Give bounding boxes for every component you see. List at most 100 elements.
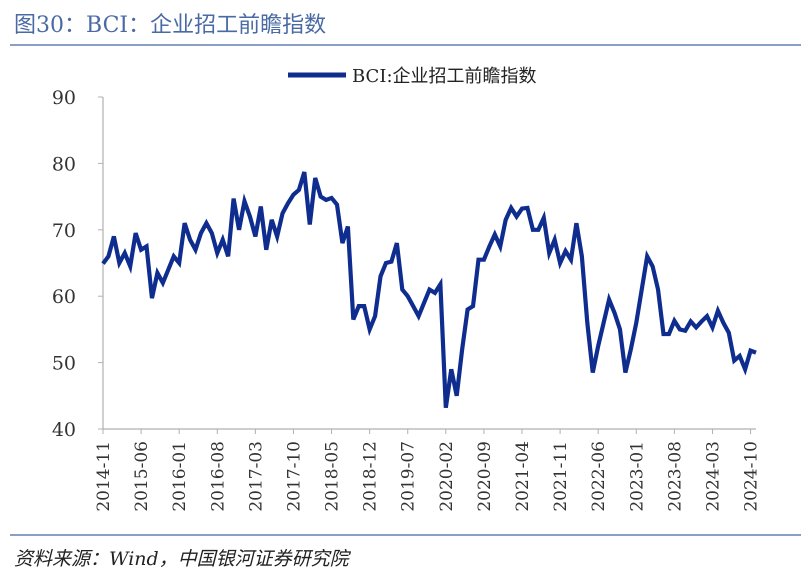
data-point: [689, 319, 693, 323]
x-tick-label: 2023-08: [665, 441, 685, 512]
data-point: [661, 332, 665, 336]
data-point: [487, 244, 491, 248]
data-point: [634, 321, 638, 325]
data-point: [645, 254, 649, 258]
data-point: [460, 347, 464, 351]
data-point: [683, 329, 687, 333]
data-point: [574, 221, 578, 225]
data-point: [466, 307, 470, 311]
data-point: [330, 196, 334, 200]
x-tick-label: 2024-03: [703, 441, 723, 512]
data-point: [498, 244, 502, 248]
data-point: [705, 314, 709, 318]
data-point: [700, 319, 704, 323]
x-tick-label: 2021-04: [513, 441, 533, 512]
x-tick-label: 2021-11: [551, 441, 571, 512]
data-point: [281, 211, 285, 215]
data-point: [656, 288, 660, 292]
data-point: [422, 301, 426, 305]
data-point: [455, 394, 459, 398]
figure-title: 图30：BCI：企业招工前瞻指数: [14, 13, 327, 38]
data-point: [237, 228, 241, 232]
data-point: [362, 304, 366, 308]
data-point: [596, 344, 600, 348]
data-point: [117, 261, 121, 265]
data-point: [732, 359, 736, 363]
data-point: [308, 222, 312, 226]
data-point: [302, 170, 306, 174]
data-point: [286, 201, 290, 205]
data-point: [580, 254, 584, 258]
data-point: [531, 228, 535, 232]
source-note: 资料来源：Wind，中国银河证券研究院: [14, 548, 349, 570]
data-point: [525, 206, 529, 210]
data-point: [602, 321, 606, 325]
data-point: [270, 218, 274, 222]
x-tick-label: 2018-12: [361, 441, 381, 512]
y-tick-label: 40: [52, 419, 76, 441]
data-point: [749, 349, 753, 353]
data-point: [569, 258, 573, 262]
data-point: [204, 221, 208, 225]
data-point: [172, 254, 176, 258]
data-point: [134, 231, 138, 235]
data-point: [253, 234, 257, 238]
legend: BCI:企业招工前瞻指数: [288, 66, 537, 87]
data-point: [721, 321, 725, 325]
x-tick-label: 2023-01: [627, 441, 647, 512]
data-point: [183, 221, 187, 225]
data-point: [754, 351, 758, 355]
x-tick-label: 2016-08: [208, 441, 228, 512]
data-point: [357, 304, 361, 308]
data-point: [727, 331, 731, 335]
data-point: [591, 371, 595, 375]
data-point: [438, 282, 442, 286]
data-point: [444, 406, 448, 410]
data-point: [346, 224, 350, 228]
data-point: [340, 241, 344, 245]
y-tick-label: 60: [52, 286, 76, 308]
data-point: [379, 274, 383, 278]
data-point: [667, 332, 671, 336]
data-point: [221, 238, 225, 242]
data-point: [161, 281, 165, 285]
y-tick-label: 50: [52, 353, 76, 375]
data-point: [710, 325, 714, 329]
data-point: [242, 199, 246, 203]
source-divider: [10, 534, 801, 536]
data-point: [640, 288, 644, 292]
data-point: [232, 197, 236, 201]
data-point: [155, 271, 159, 275]
data-point: [738, 354, 742, 358]
data-point: [564, 249, 568, 253]
data-point: [248, 215, 252, 219]
data-point: [188, 238, 192, 242]
legend-label: BCI:企业招工前瞻指数: [352, 66, 537, 87]
data-point: [264, 248, 268, 252]
data-point: [558, 261, 562, 265]
data-point: [694, 325, 698, 329]
data-point: [411, 304, 415, 308]
y-tick-label: 80: [52, 153, 76, 175]
x-tick-label: 2017-03: [246, 441, 266, 512]
data-point: [542, 216, 546, 220]
data-point: [351, 317, 355, 321]
series-line-bci: [101, 171, 757, 409]
data-point: [210, 231, 214, 235]
data-point: [226, 254, 230, 258]
data-point: [585, 321, 589, 325]
x-tick-label: 2017-10: [284, 441, 304, 512]
data-point: [547, 251, 551, 255]
data-point: [112, 234, 116, 238]
data-point: [476, 258, 480, 262]
data-point: [319, 195, 323, 199]
data-point: [291, 193, 295, 197]
data-point: [613, 311, 617, 315]
data-point: [623, 371, 627, 375]
data-point: [177, 261, 181, 265]
data-point: [406, 294, 410, 298]
data-point: [536, 228, 540, 232]
y-tick-labels: 40 50 60 70 80 90: [52, 87, 103, 441]
data-point: [716, 309, 720, 313]
